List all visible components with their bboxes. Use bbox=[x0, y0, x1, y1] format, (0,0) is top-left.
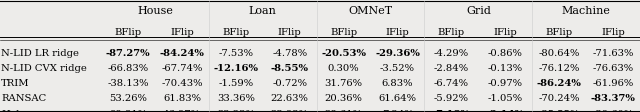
Text: -35.55%: -35.55% bbox=[538, 109, 580, 112]
Text: -20.53%: -20.53% bbox=[321, 48, 366, 57]
Text: -83.37%: -83.37% bbox=[591, 94, 636, 102]
Text: -70.43%: -70.43% bbox=[161, 78, 203, 87]
Text: -66.83%: -66.83% bbox=[108, 63, 148, 72]
Text: -0.86%: -0.86% bbox=[488, 48, 523, 57]
Text: -76.12%: -76.12% bbox=[538, 63, 580, 72]
Text: 6.83%: 6.83% bbox=[381, 78, 413, 87]
Text: TRIM: TRIM bbox=[1, 78, 30, 87]
Text: N-LID CVX ridge: N-LID CVX ridge bbox=[1, 63, 87, 72]
Text: -61.96%: -61.96% bbox=[593, 78, 634, 87]
Text: 23.93%: 23.93% bbox=[271, 109, 308, 112]
Text: -7.18%: -7.18% bbox=[433, 109, 470, 112]
Text: -2.84%: -2.84% bbox=[434, 63, 469, 72]
Text: OMNeT: OMNeT bbox=[349, 6, 392, 15]
Text: IFlip: IFlip bbox=[170, 28, 194, 37]
Text: 22.63%: 22.63% bbox=[271, 94, 308, 102]
Text: -0.72%: -0.72% bbox=[272, 78, 307, 87]
Text: BFlip: BFlip bbox=[115, 28, 141, 37]
Text: Loan: Loan bbox=[249, 6, 276, 15]
Text: -67.74%: -67.74% bbox=[161, 63, 203, 72]
Text: 20.36%: 20.36% bbox=[324, 94, 362, 102]
Text: 7.24%: 7.24% bbox=[381, 109, 413, 112]
Text: -6.74%: -6.74% bbox=[434, 78, 469, 87]
Text: -84.24%: -84.24% bbox=[159, 48, 204, 57]
Text: -4.29%: -4.29% bbox=[434, 48, 469, 57]
Text: -2.14%: -2.14% bbox=[486, 109, 524, 112]
Text: -8.55%: -8.55% bbox=[271, 63, 308, 72]
Text: Grid: Grid bbox=[466, 6, 491, 15]
Text: BFlip: BFlip bbox=[546, 28, 573, 37]
Text: -86.24%: -86.24% bbox=[537, 78, 582, 87]
Text: 28.61%: 28.61% bbox=[324, 109, 363, 112]
Text: -76.63%: -76.63% bbox=[593, 63, 634, 72]
Text: 61.83%: 61.83% bbox=[163, 94, 201, 102]
Text: -80.64%: -80.64% bbox=[538, 48, 580, 57]
Text: 61.64%: 61.64% bbox=[378, 94, 417, 102]
Text: 99.81%: 99.81% bbox=[109, 109, 147, 112]
Text: IFlip: IFlip bbox=[278, 28, 301, 37]
Text: -0.97%: -0.97% bbox=[488, 78, 523, 87]
Text: 0.30%: 0.30% bbox=[328, 63, 360, 72]
Text: -7.53%: -7.53% bbox=[218, 48, 253, 57]
Text: BFlip: BFlip bbox=[222, 28, 250, 37]
Text: -70.24%: -70.24% bbox=[538, 94, 580, 102]
Text: -29.36%: -29.36% bbox=[375, 48, 420, 57]
Text: 22.22%: 22.22% bbox=[217, 109, 255, 112]
Text: House: House bbox=[137, 6, 173, 15]
Text: -4.78%: -4.78% bbox=[272, 48, 307, 57]
Text: -1.05%: -1.05% bbox=[488, 94, 523, 102]
Text: -87.27%: -87.27% bbox=[106, 48, 150, 57]
Text: 53.26%: 53.26% bbox=[109, 94, 147, 102]
Text: Machine: Machine bbox=[562, 6, 611, 15]
Text: 46.97%: 46.97% bbox=[163, 109, 201, 112]
Text: -0.13%: -0.13% bbox=[488, 63, 523, 72]
Text: -12.16%: -12.16% bbox=[213, 63, 259, 72]
Text: -39.60%: -39.60% bbox=[593, 109, 634, 112]
Text: N-LID LR ridge: N-LID LR ridge bbox=[1, 48, 79, 57]
Text: -71.63%: -71.63% bbox=[593, 48, 634, 57]
Text: Huber: Huber bbox=[1, 109, 34, 112]
Text: IFlip: IFlip bbox=[493, 28, 517, 37]
Text: IFlip: IFlip bbox=[601, 28, 625, 37]
Text: RANSAC: RANSAC bbox=[1, 94, 47, 102]
Text: -5.92%: -5.92% bbox=[434, 94, 469, 102]
Text: BFlip: BFlip bbox=[438, 28, 465, 37]
Text: BFlip: BFlip bbox=[330, 28, 357, 37]
Text: -38.13%: -38.13% bbox=[108, 78, 149, 87]
Text: IFlip: IFlip bbox=[386, 28, 410, 37]
Text: -3.52%: -3.52% bbox=[380, 63, 415, 72]
Text: 31.76%: 31.76% bbox=[324, 78, 363, 87]
Text: 33.36%: 33.36% bbox=[217, 94, 255, 102]
Text: -1.59%: -1.59% bbox=[218, 78, 253, 87]
